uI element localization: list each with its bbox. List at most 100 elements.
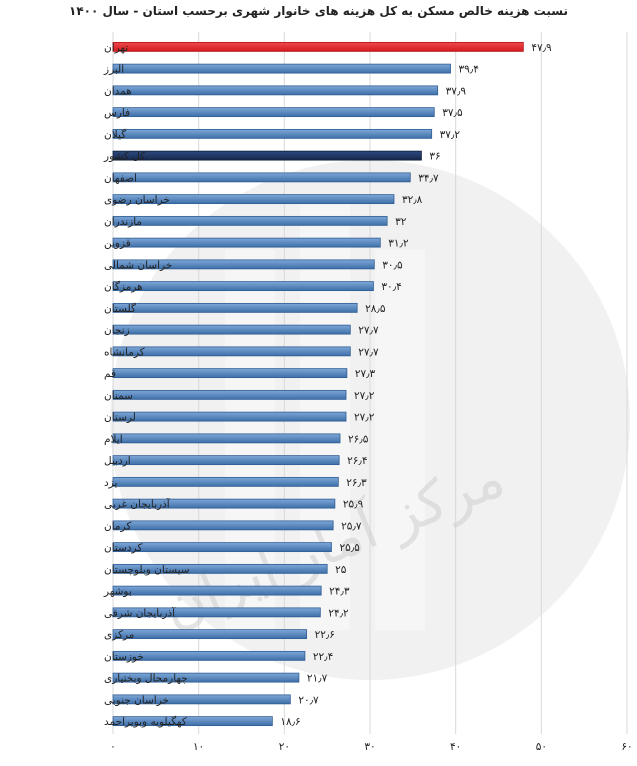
bar [112, 716, 273, 727]
data-label: ۳۷٫۵ [442, 107, 463, 119]
category-label: مرکزی [104, 629, 134, 641]
data-label: ۲۶٫۴ [347, 455, 367, 467]
bar [112, 150, 422, 161]
bar [112, 607, 321, 618]
data-label: ۲۱٫۷ [307, 673, 328, 685]
data-label: ۲۲٫۶ [315, 629, 335, 641]
bar [112, 194, 395, 205]
data-label: ۳۶ [429, 151, 440, 163]
bar [112, 368, 348, 379]
category-label: همدان [104, 85, 132, 97]
data-label: ۳۲ [395, 216, 407, 228]
bar [112, 455, 340, 466]
data-label: ۳۹٫۴ [459, 64, 479, 76]
category-labels: تهران البرز همدان فارس گیلان کل کشور اصفهان خرا… [103, 42, 190, 728]
bar [112, 172, 411, 183]
bar [112, 694, 291, 705]
category-label: کرمانشاه [104, 346, 145, 358]
category-label: یزد [104, 477, 117, 489]
category-label: خراسان رضوی [104, 194, 170, 206]
bar [112, 41, 524, 52]
bar [112, 237, 381, 248]
data-label: ۲۵٫۵ [339, 542, 360, 554]
bar [112, 650, 306, 661]
data-label: ۲۵٫۷ [341, 520, 362, 532]
data-label: ۲۴٫۳ [329, 586, 350, 598]
data-label: ۳۰٫۵ [382, 259, 403, 271]
category-label: کردستان [104, 542, 142, 554]
category-label: چهارمحال وبختیاری [104, 673, 188, 685]
bars [112, 41, 524, 727]
bar [112, 215, 388, 226]
data-label: ۲۶٫۳ [346, 477, 367, 489]
data-label: ۳۷٫۲ [440, 129, 461, 141]
bar [112, 520, 334, 531]
data-label: ۲۷٫۷ [358, 346, 379, 358]
data-label: ۲۰٫۷ [298, 694, 319, 706]
x-tick-label: ۶۰ [621, 741, 632, 753]
bar [112, 346, 351, 357]
category-label: زنجان [104, 325, 130, 337]
bar [112, 281, 374, 292]
data-label: ۳۴٫۷ [418, 172, 439, 184]
category-label: تهران [104, 42, 128, 54]
category-label: خوزستان [104, 651, 144, 663]
bar [112, 563, 328, 574]
data-label: ۳۲٫۸ [402, 194, 423, 206]
data-label: ۲۷٫۷ [358, 325, 379, 337]
bar [112, 542, 332, 553]
data-label: ۱۸٫۶ [280, 716, 300, 728]
bar [112, 476, 339, 487]
category-label: کرمان [104, 520, 131, 532]
category-label: خراسان جنوبی [104, 694, 169, 706]
category-label: کهگیلویه وبویراحمد [104, 715, 187, 728]
x-tick-label: ۰ [110, 741, 116, 753]
data-label: ۲۴٫۲ [328, 607, 349, 619]
bar [112, 85, 439, 96]
category-label: آذربایجان غربی [104, 498, 171, 511]
category-label: مازندران [104, 216, 142, 228]
data-label: ۲۷٫۲ [354, 390, 375, 402]
bar [112, 302, 358, 313]
bar [112, 63, 451, 74]
x-tick-label: ۴۰ [450, 741, 461, 753]
category-label: قم [104, 368, 116, 380]
x-tick-label: ۳۰ [364, 741, 375, 753]
value-labels: ۴۷٫۹ ۳۹٫۴ ۳۷٫۹ ۳۷٫۵ ۳۷٫۲۳۶ ۳۴٫۷ ۳۲٫۸ ۳۲ ۳۱٫۲ ۳۰٫۵… [280, 42, 552, 728]
data-label: ۲۵٫۹ [343, 499, 364, 511]
category-label: کل کشور [103, 151, 145, 163]
bar [112, 411, 347, 422]
category-label: قزوین [104, 238, 131, 250]
data-label: ۲۷٫۲ [354, 412, 375, 424]
data-label: ۳۷٫۹ [446, 85, 467, 97]
data-label: ۳۱٫۲ [388, 238, 409, 250]
category-label: خراسان شمالی [104, 259, 172, 271]
bar [112, 128, 433, 139]
category-label: آذربایجان شرقی [104, 606, 176, 619]
data-label: ۲۵ [335, 564, 347, 576]
x-tick-label: ۵۰ [536, 741, 547, 753]
category-label: فارس [104, 107, 130, 119]
x-tick-label: ۲۰ [279, 741, 290, 753]
category-label: ایلام [104, 433, 123, 445]
bar [112, 433, 341, 444]
category-label: سیستان وبلوچستان [104, 564, 190, 576]
data-label: ۲۷٫۳ [355, 368, 376, 380]
category-label: البرز [103, 64, 124, 76]
category-label: گیلان [104, 128, 126, 141]
chart-title: نسبت هزینه خالص مسکن به کل هزینه های خان… [69, 4, 568, 18]
bar [112, 107, 435, 118]
category-label: لرستان [104, 412, 136, 424]
category-label: هرمزگان [104, 280, 143, 293]
category-label: گلستان [104, 302, 136, 315]
bar [112, 259, 375, 270]
category-label: اصفهان [104, 172, 137, 184]
bar [112, 672, 300, 683]
bar [112, 324, 351, 335]
data-label: ۲۸٫۵ [365, 303, 386, 315]
bar [112, 498, 336, 509]
category-label: بوشهر [103, 586, 132, 598]
bar [112, 389, 347, 400]
x-tick-label: ۱۰ [193, 741, 204, 753]
